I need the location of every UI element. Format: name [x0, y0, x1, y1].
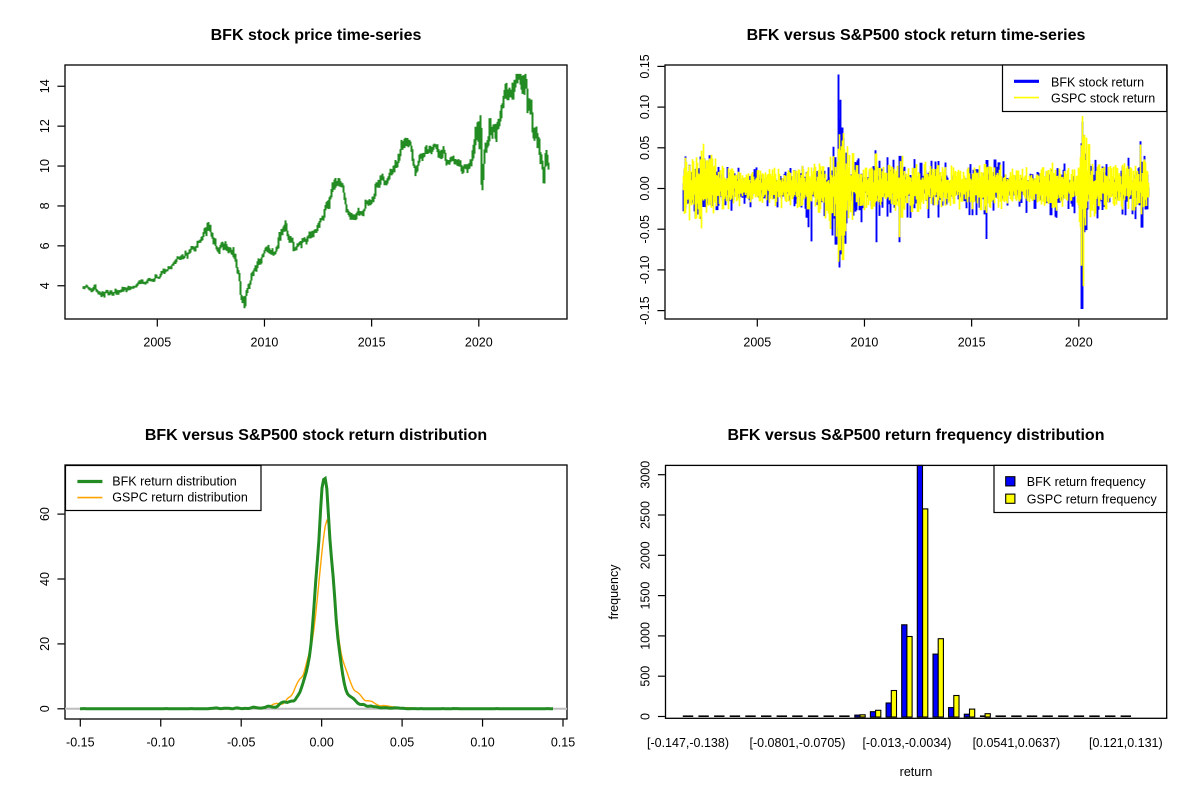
svg-text:500: 500 [639, 666, 653, 687]
svg-text:0.10: 0.10 [638, 95, 652, 119]
svg-text:-0.15: -0.15 [638, 296, 652, 325]
svg-text:2500: 2500 [639, 501, 653, 529]
svg-text:2015: 2015 [358, 336, 386, 350]
svg-text:[-0.013,-0.0034): [-0.013,-0.0034) [862, 736, 951, 750]
svg-text:0: 0 [38, 705, 52, 712]
svg-text:-0.05: -0.05 [638, 215, 652, 244]
svg-text:BFK versus S&P500 stock return: BFK versus S&P500 stock return distribut… [145, 427, 487, 444]
svg-text:BFK stock return: BFK stock return [1051, 75, 1144, 89]
svg-text:40: 40 [38, 572, 52, 586]
svg-text:BFK stock price time-series: BFK stock price time-series [211, 27, 422, 44]
svg-text:12: 12 [38, 119, 52, 133]
svg-text:8: 8 [38, 202, 52, 209]
svg-text:14: 14 [38, 79, 52, 93]
svg-text:2010: 2010 [251, 336, 279, 350]
svg-text:BFK versus S&P500 return frequ: BFK versus S&P500 return frequency distr… [728, 427, 1105, 444]
svg-text:2005: 2005 [143, 336, 171, 350]
svg-text:0.15: 0.15 [638, 54, 652, 78]
svg-text:2005: 2005 [743, 336, 771, 350]
svg-text:0: 0 [639, 713, 653, 720]
svg-text:return: return [900, 765, 933, 779]
svg-text:20: 20 [38, 637, 52, 651]
svg-text:2000: 2000 [639, 541, 653, 569]
svg-text:0.10: 0.10 [470, 736, 494, 750]
svg-text:[0.0541,0.0637): [0.0541,0.0637) [973, 736, 1061, 750]
svg-text:BFK return distribution: BFK return distribution [112, 474, 236, 488]
svg-text:10: 10 [38, 159, 52, 173]
svg-text:2010: 2010 [851, 336, 879, 350]
svg-text:BFK return frequency: BFK return frequency [1027, 475, 1147, 489]
svg-text:-0.10: -0.10 [147, 736, 176, 750]
svg-text:2020: 2020 [1065, 336, 1093, 350]
svg-text:4: 4 [38, 282, 52, 289]
svg-text:frequency: frequency [607, 564, 621, 620]
svg-text:1000: 1000 [639, 622, 653, 650]
svg-text:0.15: 0.15 [551, 736, 575, 750]
svg-text:-0.05: -0.05 [227, 736, 256, 750]
svg-text:GSPC return distribution: GSPC return distribution [112, 491, 248, 505]
svg-text:BFK versus S&P500 stock return: BFK versus S&P500 stock return time-seri… [747, 27, 1086, 44]
svg-text:3000: 3000 [639, 461, 653, 489]
svg-text:0.05: 0.05 [638, 136, 652, 160]
svg-text:0.00: 0.00 [309, 736, 333, 750]
svg-text:2015: 2015 [958, 336, 986, 350]
svg-text:2020: 2020 [465, 336, 493, 350]
svg-text:GSPC return frequency: GSPC return frequency [1027, 492, 1158, 506]
svg-text:[-0.147,-0.138): [-0.147,-0.138) [647, 736, 729, 750]
svg-text:[0.121,0.131): [0.121,0.131) [1089, 736, 1163, 750]
svg-text:GSPC stock return: GSPC stock return [1051, 92, 1155, 106]
svg-text:60: 60 [38, 507, 52, 521]
svg-text:[-0.0801,-0.0705): [-0.0801,-0.0705) [750, 736, 846, 750]
svg-text:0.05: 0.05 [390, 736, 414, 750]
svg-text:0.00: 0.00 [638, 176, 652, 200]
svg-text:-0.15: -0.15 [66, 736, 95, 750]
svg-text:1500: 1500 [639, 582, 653, 610]
svg-text:-0.10: -0.10 [638, 256, 652, 285]
svg-text:6: 6 [38, 242, 52, 249]
